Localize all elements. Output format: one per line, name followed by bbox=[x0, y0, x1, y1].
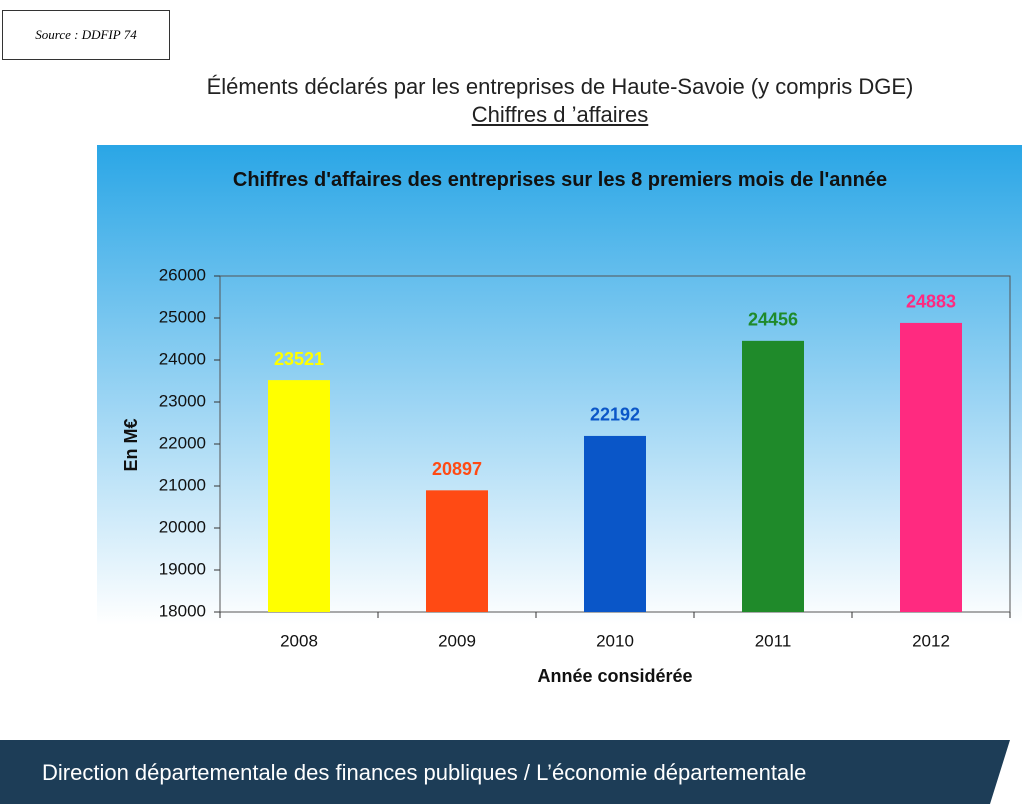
header-subtitle: Chiffres d ’affaires bbox=[471, 102, 649, 127]
bar bbox=[900, 322, 962, 612]
x-axis-label: Année considérée bbox=[537, 666, 692, 686]
chart-panel bbox=[97, 145, 1022, 625]
data-label: 24456 bbox=[748, 310, 798, 330]
x-tick-label: 2012 bbox=[912, 631, 950, 650]
y-tick-label: 18000 bbox=[159, 601, 206, 620]
source: Source : DDFIP 74 bbox=[2, 10, 170, 60]
data-label: 20897 bbox=[432, 459, 482, 479]
x-tick-label: 2008 bbox=[280, 631, 318, 650]
y-tick-label: 24000 bbox=[159, 349, 206, 368]
data-label: 24883 bbox=[906, 292, 956, 312]
y-tick-label: 26000 bbox=[159, 265, 206, 284]
y-axis-label: En M€ bbox=[121, 418, 141, 471]
data-label: 22192 bbox=[590, 405, 640, 425]
bar bbox=[268, 380, 330, 612]
footer: Direction départementale des finances pu… bbox=[42, 760, 807, 785]
x-tick-label: 2009 bbox=[438, 631, 476, 650]
bar bbox=[742, 340, 804, 612]
bar bbox=[584, 435, 646, 612]
y-tick-label: 22000 bbox=[159, 433, 206, 452]
x-tick-label: 2011 bbox=[755, 631, 792, 650]
chart-title: Chiffres d'affaires des entreprises sur … bbox=[232, 169, 888, 191]
x-tick-label: 2010 bbox=[596, 631, 634, 650]
footer-band bbox=[0, 740, 1010, 804]
y-tick-label: 25000 bbox=[159, 307, 206, 326]
data-label: 23521 bbox=[274, 349, 324, 369]
y-tick-label: 21000 bbox=[159, 475, 206, 494]
y-tick-label: 19000 bbox=[159, 559, 206, 578]
header-title: Éléments déclarés par les entreprises de… bbox=[206, 74, 914, 99]
y-tick-label: 23000 bbox=[159, 391, 206, 410]
bar bbox=[426, 490, 488, 612]
y-tick-label: 20000 bbox=[159, 517, 206, 536]
